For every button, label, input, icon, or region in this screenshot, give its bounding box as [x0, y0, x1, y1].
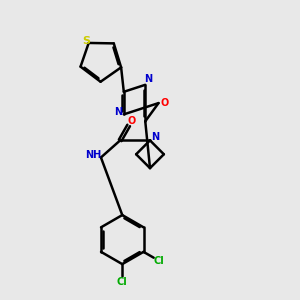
Text: N: N — [114, 107, 122, 117]
Text: NH: NH — [85, 150, 102, 160]
Text: Cl: Cl — [117, 277, 128, 287]
Text: N: N — [144, 74, 152, 85]
Text: S: S — [82, 36, 91, 46]
Text: Cl: Cl — [154, 256, 165, 266]
Text: O: O — [128, 116, 136, 126]
Text: O: O — [161, 98, 169, 108]
Text: N: N — [151, 132, 159, 142]
